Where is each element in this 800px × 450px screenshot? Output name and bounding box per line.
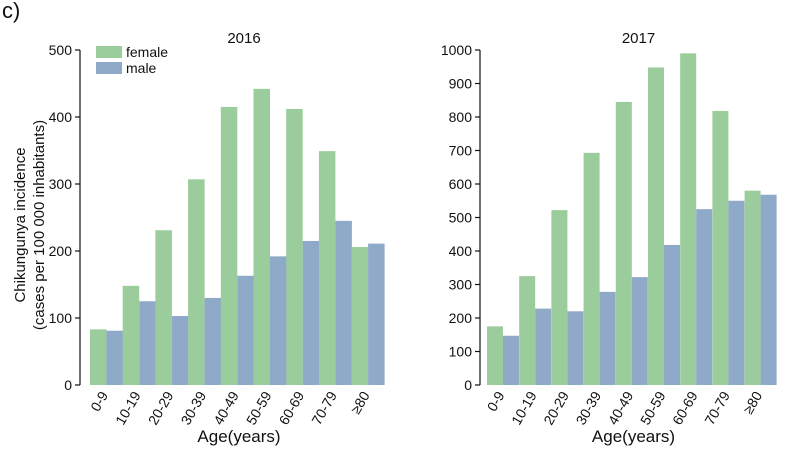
chart-2-y-tick-label: 600 xyxy=(449,176,473,192)
chart-1-bar-male xyxy=(139,301,156,385)
chart-1-title: 2016 xyxy=(227,30,260,47)
chart-2-y-tick-label: 0 xyxy=(464,377,472,393)
chart-1-bar-female xyxy=(155,230,172,385)
chart-2-y-tick-label: 100 xyxy=(449,344,473,360)
chart-1-bar-male xyxy=(368,243,385,385)
chart-2-bar-female xyxy=(712,110,729,385)
chart-1-y-tick-label: 500 xyxy=(49,42,73,58)
chart-2-y-tick-label: 800 xyxy=(449,109,473,125)
chart-2-bar-female xyxy=(519,276,536,385)
chart-1-bar-female xyxy=(286,108,303,386)
chart-1-y-tick-label: 0 xyxy=(64,377,72,393)
chart-2-x-tick-label: ≥80 xyxy=(740,388,766,416)
chart-2-x-tick-label: 20-29 xyxy=(540,388,572,427)
chart-2-x-tick-label: 0-9 xyxy=(484,388,508,414)
chart-1-bar-male xyxy=(302,240,320,385)
chart-1-bar-female xyxy=(122,285,140,385)
chart-1-y-tick-label: 100 xyxy=(49,310,73,326)
chart-1-x-tick-label: 70-79 xyxy=(308,388,340,427)
chart-1-y-tick-label: 300 xyxy=(49,176,73,192)
chart-1-legend-swatch-female xyxy=(96,46,122,58)
chart-2-bar-male xyxy=(599,291,616,385)
chart-2-x-tick-label: 10-19 xyxy=(508,388,540,427)
chart-1-bar-female xyxy=(253,88,270,386)
chart-2-bar-female xyxy=(648,67,664,386)
chart-2-bar-male xyxy=(728,200,745,385)
chart-1-x-axis-title: Age(years) xyxy=(197,427,280,446)
chart-2-bar-male xyxy=(503,335,519,385)
chart-1-bar-male xyxy=(237,275,254,385)
chart-1-bar-female xyxy=(318,151,336,385)
chart-2-x-tick-label: 70-79 xyxy=(701,388,733,427)
chart-1-x-tick-label: 20-29 xyxy=(145,388,177,427)
chart-2-bar-male xyxy=(760,194,777,385)
chart-1-bar-female xyxy=(90,329,107,385)
chart-2-y-tick-label: 700 xyxy=(449,143,473,159)
chart-2-x-tick-label: 60-69 xyxy=(669,388,701,427)
chart-2-bar-male xyxy=(664,244,680,385)
chart-1-bar-male xyxy=(171,315,189,385)
chart-2-x-axis-title: Age(years) xyxy=(592,427,675,446)
chart-1-x-tick-label: 0-9 xyxy=(87,388,111,414)
chart-1-bar-female xyxy=(351,246,369,385)
chart-1-legend-swatch-male xyxy=(96,62,122,74)
chart-2-title: 2017 xyxy=(622,30,655,47)
chart-1-bar-male xyxy=(335,220,352,385)
chart-2-y-tick-label: 200 xyxy=(449,310,473,326)
chart-2-x-tick-label: 40-49 xyxy=(605,388,637,427)
panel-label: c) xyxy=(2,0,21,23)
chart-1-x-tick-label: 50-59 xyxy=(243,388,275,427)
chart-2-bar-male xyxy=(535,308,552,385)
chart-1-x-tick-label: 40-49 xyxy=(210,388,242,427)
chart-2-bar-female xyxy=(487,326,503,385)
chart-2-x-tick-label: 30-39 xyxy=(572,388,604,427)
chart-1-x-tick-label: 10-19 xyxy=(112,388,144,427)
chart-2-y-tick-label: 1000 xyxy=(441,42,472,58)
chart-1-x-tick-label: ≥80 xyxy=(347,388,373,416)
chart-1-bar-female xyxy=(188,179,205,385)
chart-2-y-tick-label: 300 xyxy=(449,277,473,293)
chart-2-bar-female xyxy=(583,152,600,385)
chart-2-bar-male xyxy=(696,209,713,385)
chart-2-bar-male xyxy=(567,311,584,385)
chart-2-bar-female xyxy=(744,190,761,385)
chart-1-legend-label-male: male xyxy=(126,60,157,76)
chart-2-y-tick-label: 900 xyxy=(449,76,473,92)
chart-1-x-tick-label: 60-69 xyxy=(276,388,308,427)
chart-1-y-tick-label: 400 xyxy=(49,109,73,125)
chart-1-x-tick-label: 30-39 xyxy=(177,388,209,427)
chart-2-bar-female xyxy=(551,210,568,385)
chart-2-x-tick-label: 50-59 xyxy=(637,388,669,427)
chart-1-bar-male xyxy=(204,297,222,385)
chart-1-bar-male xyxy=(106,330,123,385)
chart-1-legend-label-female: female xyxy=(126,44,168,60)
chart-2-bar-male xyxy=(631,277,648,385)
chart-1-bar-female xyxy=(220,106,238,385)
chart-2-y-tick-label: 400 xyxy=(449,243,473,259)
chart-2-bar-female xyxy=(680,53,697,385)
chart-1-bar-male xyxy=(270,256,287,385)
chart-2-bar-female xyxy=(615,101,632,386)
chart-1-y-tick-label: 200 xyxy=(49,243,73,259)
chart-2-y-tick-label: 500 xyxy=(449,210,473,226)
